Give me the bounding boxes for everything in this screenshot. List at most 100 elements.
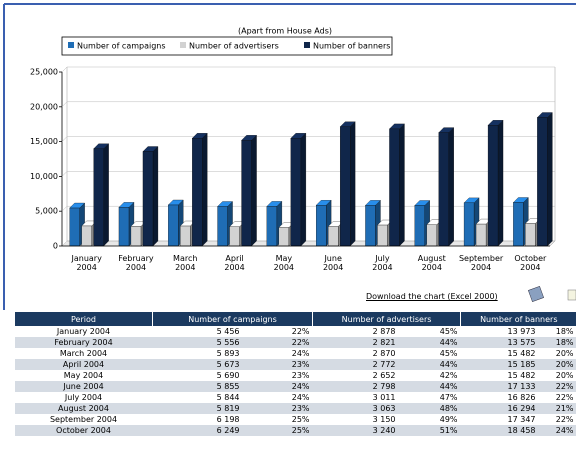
x-tick-label: August 2004 — [418, 254, 446, 272]
legend-label: Number of banners — [313, 42, 390, 51]
bar-front — [315, 205, 327, 247]
header-cell: Number of campaigns — [151, 312, 313, 326]
bar-side — [547, 112, 553, 247]
table-cell: 23% — [291, 371, 310, 380]
table-cell: 24% — [291, 393, 310, 402]
table-cell: 5 844 — [216, 393, 240, 402]
table-row: August 2004 5 819 23% 3 063 48% 16 294 21% — [14, 403, 576, 414]
bar-side — [251, 134, 257, 247]
bar-front — [142, 151, 154, 247]
bar — [290, 132, 307, 247]
x-tick-label: June 2004 — [323, 254, 343, 272]
x-tick-label: May 2004 — [274, 254, 294, 272]
table-cell: 18% — [555, 327, 574, 336]
bar-front — [414, 205, 425, 247]
bar-front — [266, 206, 278, 247]
table-cell: 2 652 — [372, 371, 396, 380]
x-tick-label-line: 2004 — [323, 263, 343, 272]
table-cell: 20% — [538, 359, 576, 370]
table-cell: 48% — [398, 403, 461, 414]
grid-line — [61, 171, 68, 177]
bar-side — [497, 119, 504, 247]
header-cell: Period — [14, 312, 153, 326]
bar-front — [463, 202, 475, 247]
bar — [191, 132, 208, 247]
legend-box — [61, 36, 393, 56]
table-cell: 2 821 — [312, 337, 399, 348]
bar — [438, 127, 455, 247]
table-cell: 5 690 — [216, 371, 240, 380]
table-cell: 18 458 — [460, 425, 539, 436]
legend-swatch — [180, 42, 186, 48]
x-tick-label-line: April — [225, 254, 243, 263]
table-row: January 2004 5 456 22% 2 878 45% 13 973 18% — [15, 326, 576, 337]
table-header: Period Number of campaigns Number of adver… — [14, 312, 576, 326]
table-cell: 5 456 — [216, 327, 240, 336]
bar-side — [349, 121, 356, 247]
bar-front — [513, 202, 524, 247]
x-tick-label-line: 2004 — [372, 263, 392, 272]
table-cell: 49% — [439, 415, 458, 424]
table-cell: July 2004 — [64, 393, 103, 402]
bar-side — [448, 127, 454, 247]
excel-icon — [567, 289, 576, 301]
table-cell: 42% — [439, 371, 458, 380]
x-tick-label: October 2004 — [514, 254, 547, 272]
table-cell: 6 198 — [216, 415, 240, 424]
legend-swatch — [304, 42, 310, 48]
bar-front — [241, 140, 252, 247]
bar-front — [180, 225, 191, 247]
x-tick-label-line: January — [70, 254, 102, 263]
table-cell: 15 482 — [507, 371, 536, 380]
bar-front — [537, 117, 548, 247]
download-link[interactable]: Download the chart (Excel 2000) — [366, 292, 498, 301]
x-tick-label-line: July — [374, 254, 390, 263]
x-tick-label-line: 2004 — [471, 263, 491, 272]
bar-front — [69, 207, 80, 247]
grid-line — [61, 101, 68, 107]
bar-front — [118, 207, 130, 247]
table-cell: 3 240 — [312, 425, 399, 436]
table-cell: 22% — [555, 393, 574, 402]
table-cell: 47% — [439, 393, 458, 402]
table-cell: 20% — [555, 349, 574, 358]
bar-front — [217, 206, 228, 247]
table-cell: 22% — [555, 415, 574, 424]
chart-title: (Apart from House Ads) — [238, 27, 332, 36]
table-row: May 2004 5 690 23% 2 652 42% 15 482 20% — [15, 370, 576, 381]
x-tick-label-line: 2004 — [126, 263, 146, 272]
x-tick-label-line: October — [514, 254, 547, 263]
x-tick-label: February 2004 — [118, 254, 154, 272]
table-cell: 13 575 — [460, 337, 539, 348]
table-cell: 2 870 — [372, 349, 396, 358]
table-cell: 44% — [398, 359, 461, 370]
legend-swatch — [68, 42, 74, 48]
bar-front — [130, 226, 142, 247]
table-cell: 25% — [242, 425, 313, 436]
table-cell: 2 878 — [372, 327, 396, 336]
bar-side — [152, 146, 159, 247]
x-tick-label-line: 2004 — [224, 263, 244, 272]
table-cell: 2 798 — [312, 381, 399, 392]
bar-side — [300, 132, 307, 247]
bar-front — [278, 227, 290, 247]
x-tick-label-line: June — [323, 254, 342, 263]
x-tick-label-line: 2004 — [520, 263, 540, 272]
bar-side — [103, 143, 109, 247]
table-cell: August 2004 — [14, 403, 153, 414]
chart: (Apart from House Ads) 0 5,000 10,000 15,00… — [3, 3, 576, 310]
table-cell: May 2004 — [63, 371, 104, 380]
table-cell: 44% — [398, 381, 461, 392]
table-cell: 5 673 — [152, 359, 243, 370]
bar — [142, 146, 159, 247]
table-cell: 18% — [538, 337, 576, 348]
x-tick-label: July 2004 — [372, 254, 392, 272]
table-cell: 21% — [538, 403, 576, 414]
bar-front — [438, 132, 449, 247]
table-cell: 5 893 — [216, 349, 240, 358]
x-tick-label-line: March — [173, 254, 197, 263]
table-row: March 2004 5 893 24% 2 870 45% 15 482 20% — [15, 348, 576, 359]
x-tick-label-line: May — [276, 254, 293, 263]
y-tick-label: 25,000 — [30, 68, 58, 77]
